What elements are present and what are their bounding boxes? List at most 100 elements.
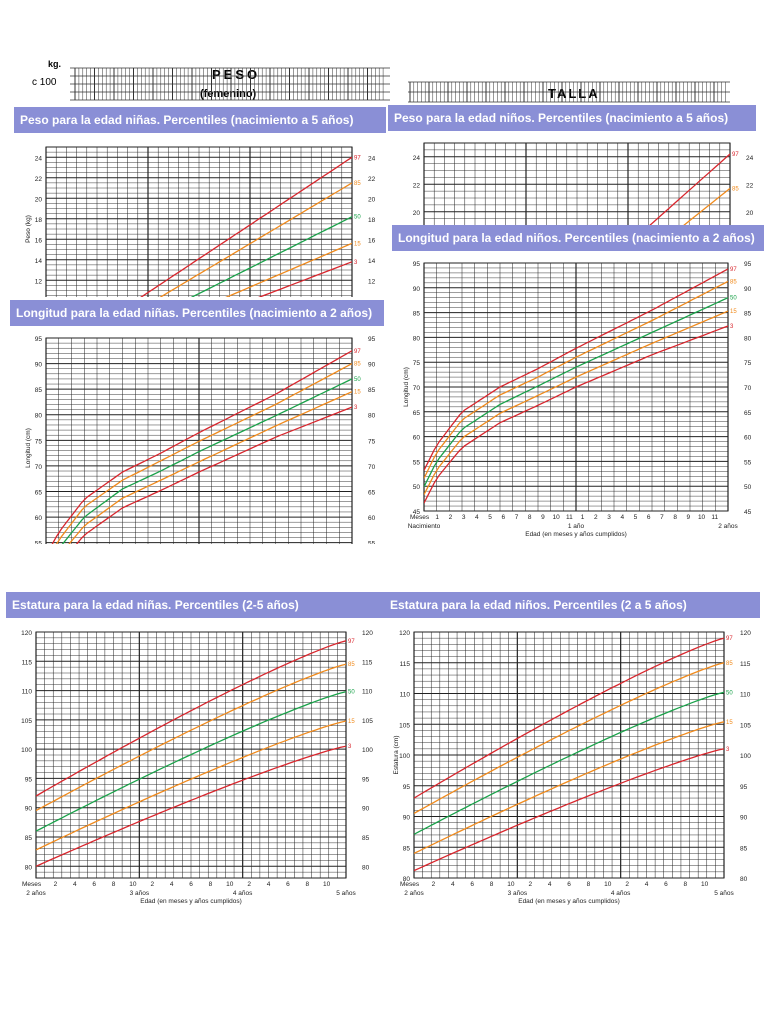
x-tick-label: 10 [604,881,612,888]
series-line-p15 [424,310,728,495]
y-tick-label: 80 [413,335,421,342]
series-group [649,153,730,225]
y-tick-label: 90 [413,286,421,293]
y-axis-label: Estatura (cm) [393,735,400,774]
y-tick-label: 60 [413,435,421,442]
x-tick-label: 9 [541,514,545,521]
y-tick-label-right: 85 [744,311,752,318]
y-tick-label-right: 95 [362,776,370,783]
x-axis-label: Edad (en meses y años cumplidos) [140,898,242,905]
y-tick-label-right: 55 [368,541,376,544]
y-tick-label: 65 [35,489,43,496]
series-label-p15: 15 [354,241,361,247]
x-tick-label: 2 [528,881,532,888]
y-tick-label-right: 65 [744,410,752,417]
series-label-p85: 85 [354,362,361,368]
talla-title: TALLA [548,86,600,101]
x-axis-end: 5 años [714,890,734,897]
y-tick-label-right: 90 [368,362,376,369]
series-line-p97 [140,156,352,297]
series-label-p97: 97 [732,152,739,158]
x-tick-label: 10 [698,514,706,521]
x-axis-end: 2 años [718,523,738,530]
series-label-p97: 97 [354,155,361,161]
x-axis-mid2: 4 años [233,890,253,897]
series-group [36,640,346,867]
series-label-p97: 97 [730,267,737,273]
y-tick-label-right: 90 [740,815,748,822]
series-label-p50: 50 [354,215,361,221]
series-label-p85: 85 [730,279,737,285]
plot-frame [35,631,347,879]
y-tick-label-right: 100 [740,753,751,760]
series-label-p15: 15 [348,719,355,725]
x-tick-label: 4 [548,881,552,888]
y-tick-label: 22 [413,182,421,189]
x-tick-label: 7 [660,514,664,521]
x-tick-label: 5 [634,514,638,521]
series-line-p50 [414,691,724,835]
plot-frame [45,337,353,544]
y-tick-label: 105 [21,718,32,725]
y-tick-label: 70 [35,464,43,471]
x-tick-label: 10 [701,881,709,888]
y-tick-label-right: 20 [746,210,754,217]
y-tick-label-right: 105 [740,722,751,729]
y-tick-label: 105 [399,722,410,729]
series-label-p50: 50 [354,377,361,383]
series-label-p15: 15 [726,720,733,726]
series-line-p3 [258,261,352,297]
x-tick-label: 4 [620,514,624,521]
chart-plot: 80 80 85 85 90 90 95 95 100 100 105 105 110 110 115 115… [21,630,373,905]
y-tick-label: 55 [35,541,43,544]
x-axis-label: Edad (en meses y años cumplidos) [518,898,620,905]
x-tick-label: 8 [305,881,309,888]
series-label-p50: 50 [348,690,355,696]
x-axis-sub: 2 años [26,890,46,897]
series-line-p85 [159,182,352,297]
series-group [424,268,728,504]
y-tick-label-right: 22 [368,176,376,183]
x-tick-label: 8 [683,881,687,888]
y-tick-label: 80 [403,876,411,883]
x-tick-label: 2 [432,881,436,888]
y-tick-label: 120 [399,630,410,637]
x-tick-label: 6 [567,881,571,888]
y-tick-label: 85 [25,835,33,842]
y-tick-label-right: 95 [368,336,376,343]
y-tick-label-right: 115 [362,659,373,666]
series-label-p97: 97 [348,639,355,645]
chart-title: Peso para la edad niñas. Percentiles (na… [14,107,386,133]
talla-scan-strip: TALLA [408,80,730,104]
y-tick-label-right: 120 [362,630,373,637]
grid [45,146,353,297]
y-tick-label: 85 [403,845,411,852]
series-group [414,637,724,872]
y-tick-label: 85 [413,311,421,318]
y-tick-label-right: 55 [744,459,752,466]
y-tick-label-right: 95 [744,261,752,268]
x-tick-label: 2 [625,881,629,888]
y-tick-label-right: 95 [740,784,748,791]
y-tick-label: 100 [21,747,32,754]
x-tick-label: 6 [664,881,668,888]
x-tick-label: 8 [112,881,116,888]
y-tick-label-right: 18 [368,217,376,224]
plot-frame [45,146,353,297]
y-tick-label-right: 75 [368,438,376,445]
series-line-p3 [36,745,346,867]
series-label-p3: 3 [726,747,730,753]
x-tick-label: 7 [515,514,519,521]
peso-tick: c 100 [32,77,57,88]
chart-title: Estatura para la edad niñas. Percentiles… [6,592,384,618]
y-tick-label: 24 [35,155,43,162]
y-tick-label: 110 [400,692,411,699]
y-tick-label: 95 [25,776,33,783]
plot-frame [423,262,729,512]
series-line-p97 [649,153,730,225]
x-axis-mid1: 3 años [508,890,528,897]
y-tick-label: 65 [413,410,421,417]
x-tick-label: 10 [553,514,561,521]
series-label-p3: 3 [348,744,352,750]
